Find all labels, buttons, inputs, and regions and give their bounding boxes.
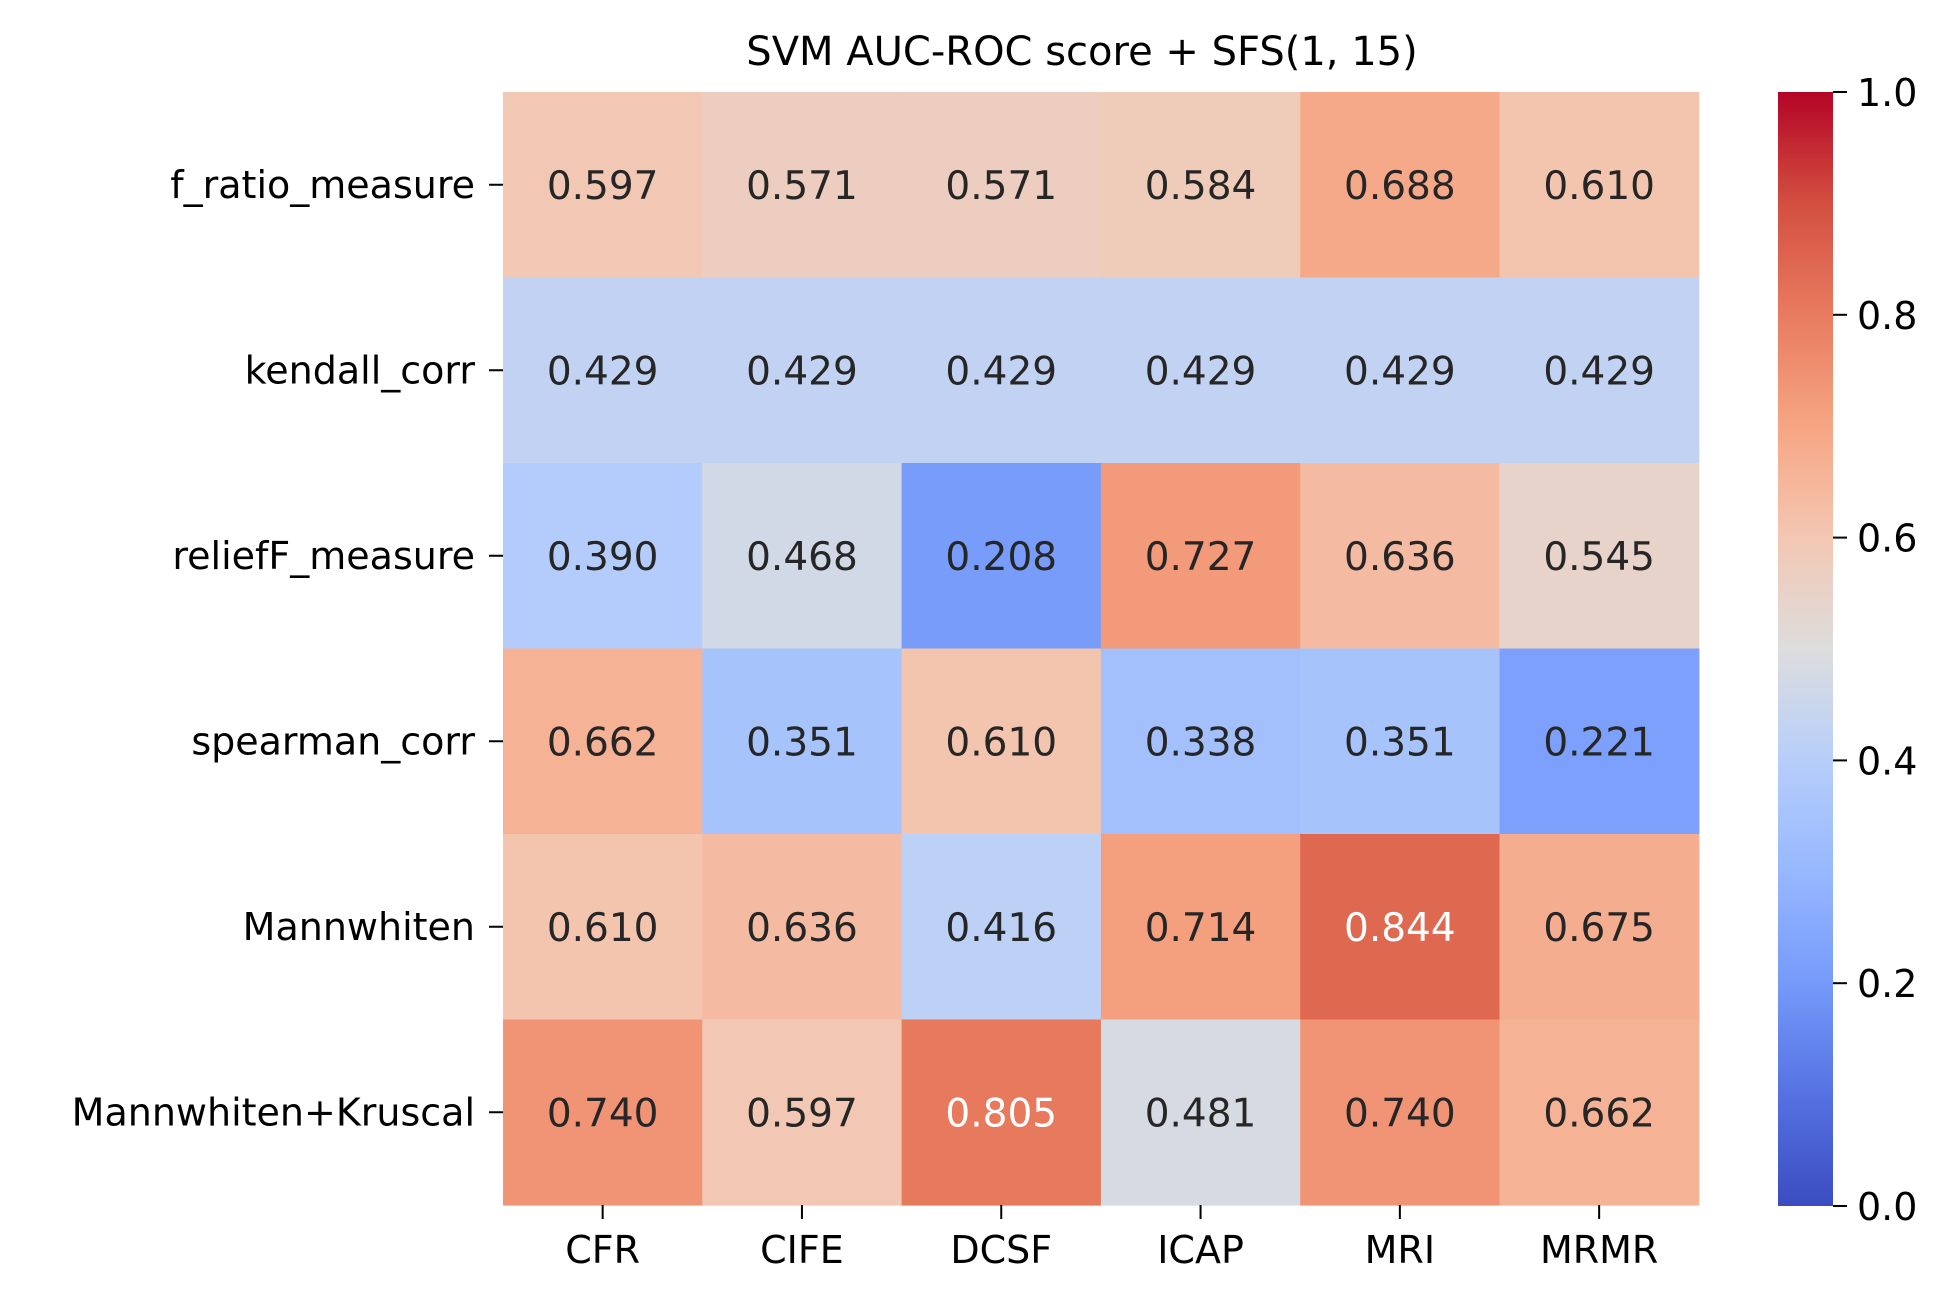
cell-value-label: 0.208 [945,535,1057,580]
heatmap-cell [503,277,703,464]
cell-value-label: 0.221 [1543,720,1655,765]
colorbar-tick-label: 1.0 [1857,71,1917,115]
cell-value-label: 0.468 [746,535,858,580]
cell-value-label: 0.571 [746,164,858,209]
colorbar-gradient [1778,92,1833,1206]
cell-value-label: 0.351 [746,720,858,765]
x-tick-label: CIFE [760,1228,844,1272]
cell-value-label: 0.545 [1543,535,1655,580]
x-tick-label: MRMR [1540,1228,1658,1272]
colorbar: 0.0 0.2 0.4 0.6 0.8 1.0 [1778,71,1917,1229]
cell-value-label: 0.675 [1543,906,1655,951]
heatmap-cell [702,1019,903,1206]
colorbar-tick-label: 0.4 [1857,739,1917,783]
heatmap-cell [901,277,1102,464]
cell-value-label: 0.416 [945,906,1057,951]
cell-value-label: 0.714 [1145,906,1257,951]
cell-value-label: 0.429 [1145,349,1257,394]
y-tick-label: Mannwhiten [243,905,475,949]
cell-value-label: 0.727 [1145,535,1257,580]
heatmap-cell [1499,1019,1700,1206]
cell-value-label: 0.429 [547,349,659,394]
heatmap-cell [1499,277,1700,464]
cell-value-label: 0.481 [1145,1091,1257,1136]
heatmap-cell [901,1019,1102,1206]
heatmap-cell [1499,92,1700,279]
cell-value-label: 0.688 [1344,164,1456,209]
cell-value-label: 0.740 [1344,1091,1456,1136]
heatmap-cell [503,92,703,279]
heatmap-cell [702,463,903,650]
cell-value-label: 0.429 [746,349,858,394]
x-tick-label: CFR [565,1228,640,1272]
heatmap-cell [1100,834,1301,1021]
cell-value-label: 0.429 [1543,349,1655,394]
y-tick-label: spearman_corr [191,719,475,763]
heatmap-cell [1499,648,1700,835]
cell-value-label: 0.597 [547,164,659,209]
cell-value-label: 0.429 [945,349,1057,394]
cell-value-label: 0.844 [1344,906,1456,951]
heatmap-cell [901,834,1102,1021]
cell-value-label: 0.662 [547,720,659,765]
row-labels: f_ratio_measure kendall_corr reliefF_measu… [72,163,503,1134]
cell-value-label: 0.429 [1344,349,1456,394]
x-tick-label: DCSF [950,1228,1052,1272]
cell-value-label: 0.610 [1543,164,1655,209]
heatmap-cell [1100,1019,1301,1206]
cell-value-label: 0.597 [746,1091,858,1136]
heatmap-cell [1100,277,1301,464]
heatmap-cell [1300,463,1501,650]
heatmap-cell [702,648,903,835]
column-labels: CFR CIFE DCSF ICAP MRI MRMR [565,1205,1658,1272]
cell-value-label: 0.351 [1344,720,1456,765]
heatmap-cell [702,92,903,279]
y-tick-label: kendall_corr [245,348,476,392]
colorbar-tick-label: 0.0 [1857,1185,1917,1229]
heatmap-cell [1300,277,1501,464]
colorbar-tick-label: 0.2 [1857,962,1917,1006]
heatmap-cell [1300,648,1501,835]
heatmap-cell [1100,648,1301,835]
cell-value-label: 0.610 [547,906,659,951]
cell-value-label: 0.636 [1344,535,1456,580]
heatmap-cell [901,463,1102,650]
heatmap-cell [901,648,1102,835]
cell-value-label: 0.390 [547,535,659,580]
heatmap-cell [503,834,703,1021]
x-tick-label: ICAP [1157,1228,1244,1272]
colorbar-tick-label: 0.8 [1857,294,1917,338]
cell-value-label: 0.636 [746,906,858,951]
cell-value-label: 0.662 [1543,1091,1655,1136]
heatmap-cell [1499,834,1700,1021]
heatmap-cell [702,834,903,1021]
cell-value-label: 0.740 [547,1091,659,1136]
y-tick-label: Mannwhiten+Kruscal [72,1090,475,1134]
heatmap-cell [1300,1019,1501,1206]
cell-value-label: 0.571 [945,164,1057,209]
cell-value-label: 0.338 [1145,720,1257,765]
heatmap-cell [1499,463,1700,650]
heatmap-cell [1100,463,1301,650]
x-tick-label: MRI [1365,1228,1435,1272]
heatmap-cells: 0.597 0.571 0.571 0.584 0.688 0.610 0.429 0.429… [503,92,1700,1206]
heatmap-cell [1300,92,1501,279]
heatmap-cell [503,1019,703,1206]
heatmap-cell [702,277,903,464]
cell-value-label: 0.584 [1145,164,1257,209]
heatmap-cell [1300,834,1501,1021]
colorbar-tick-label: 0.6 [1857,517,1917,561]
cell-value-label: 0.805 [945,1091,1057,1136]
heatmap-cell [901,92,1102,279]
heatmap-cell [503,648,703,835]
cell-value-label: 0.610 [945,720,1057,765]
chart-title: SVM AUC-ROC score + SFS(1, 15) [746,29,1417,75]
heatmap-cell [503,463,703,650]
heatmap-cell [1100,92,1301,279]
y-tick-label: reliefF_measure [172,534,475,578]
colorbar-ticks: 0.0 0.2 0.4 0.6 0.8 1.0 [1833,71,1917,1229]
y-tick-label: f_ratio_measure [170,163,475,207]
